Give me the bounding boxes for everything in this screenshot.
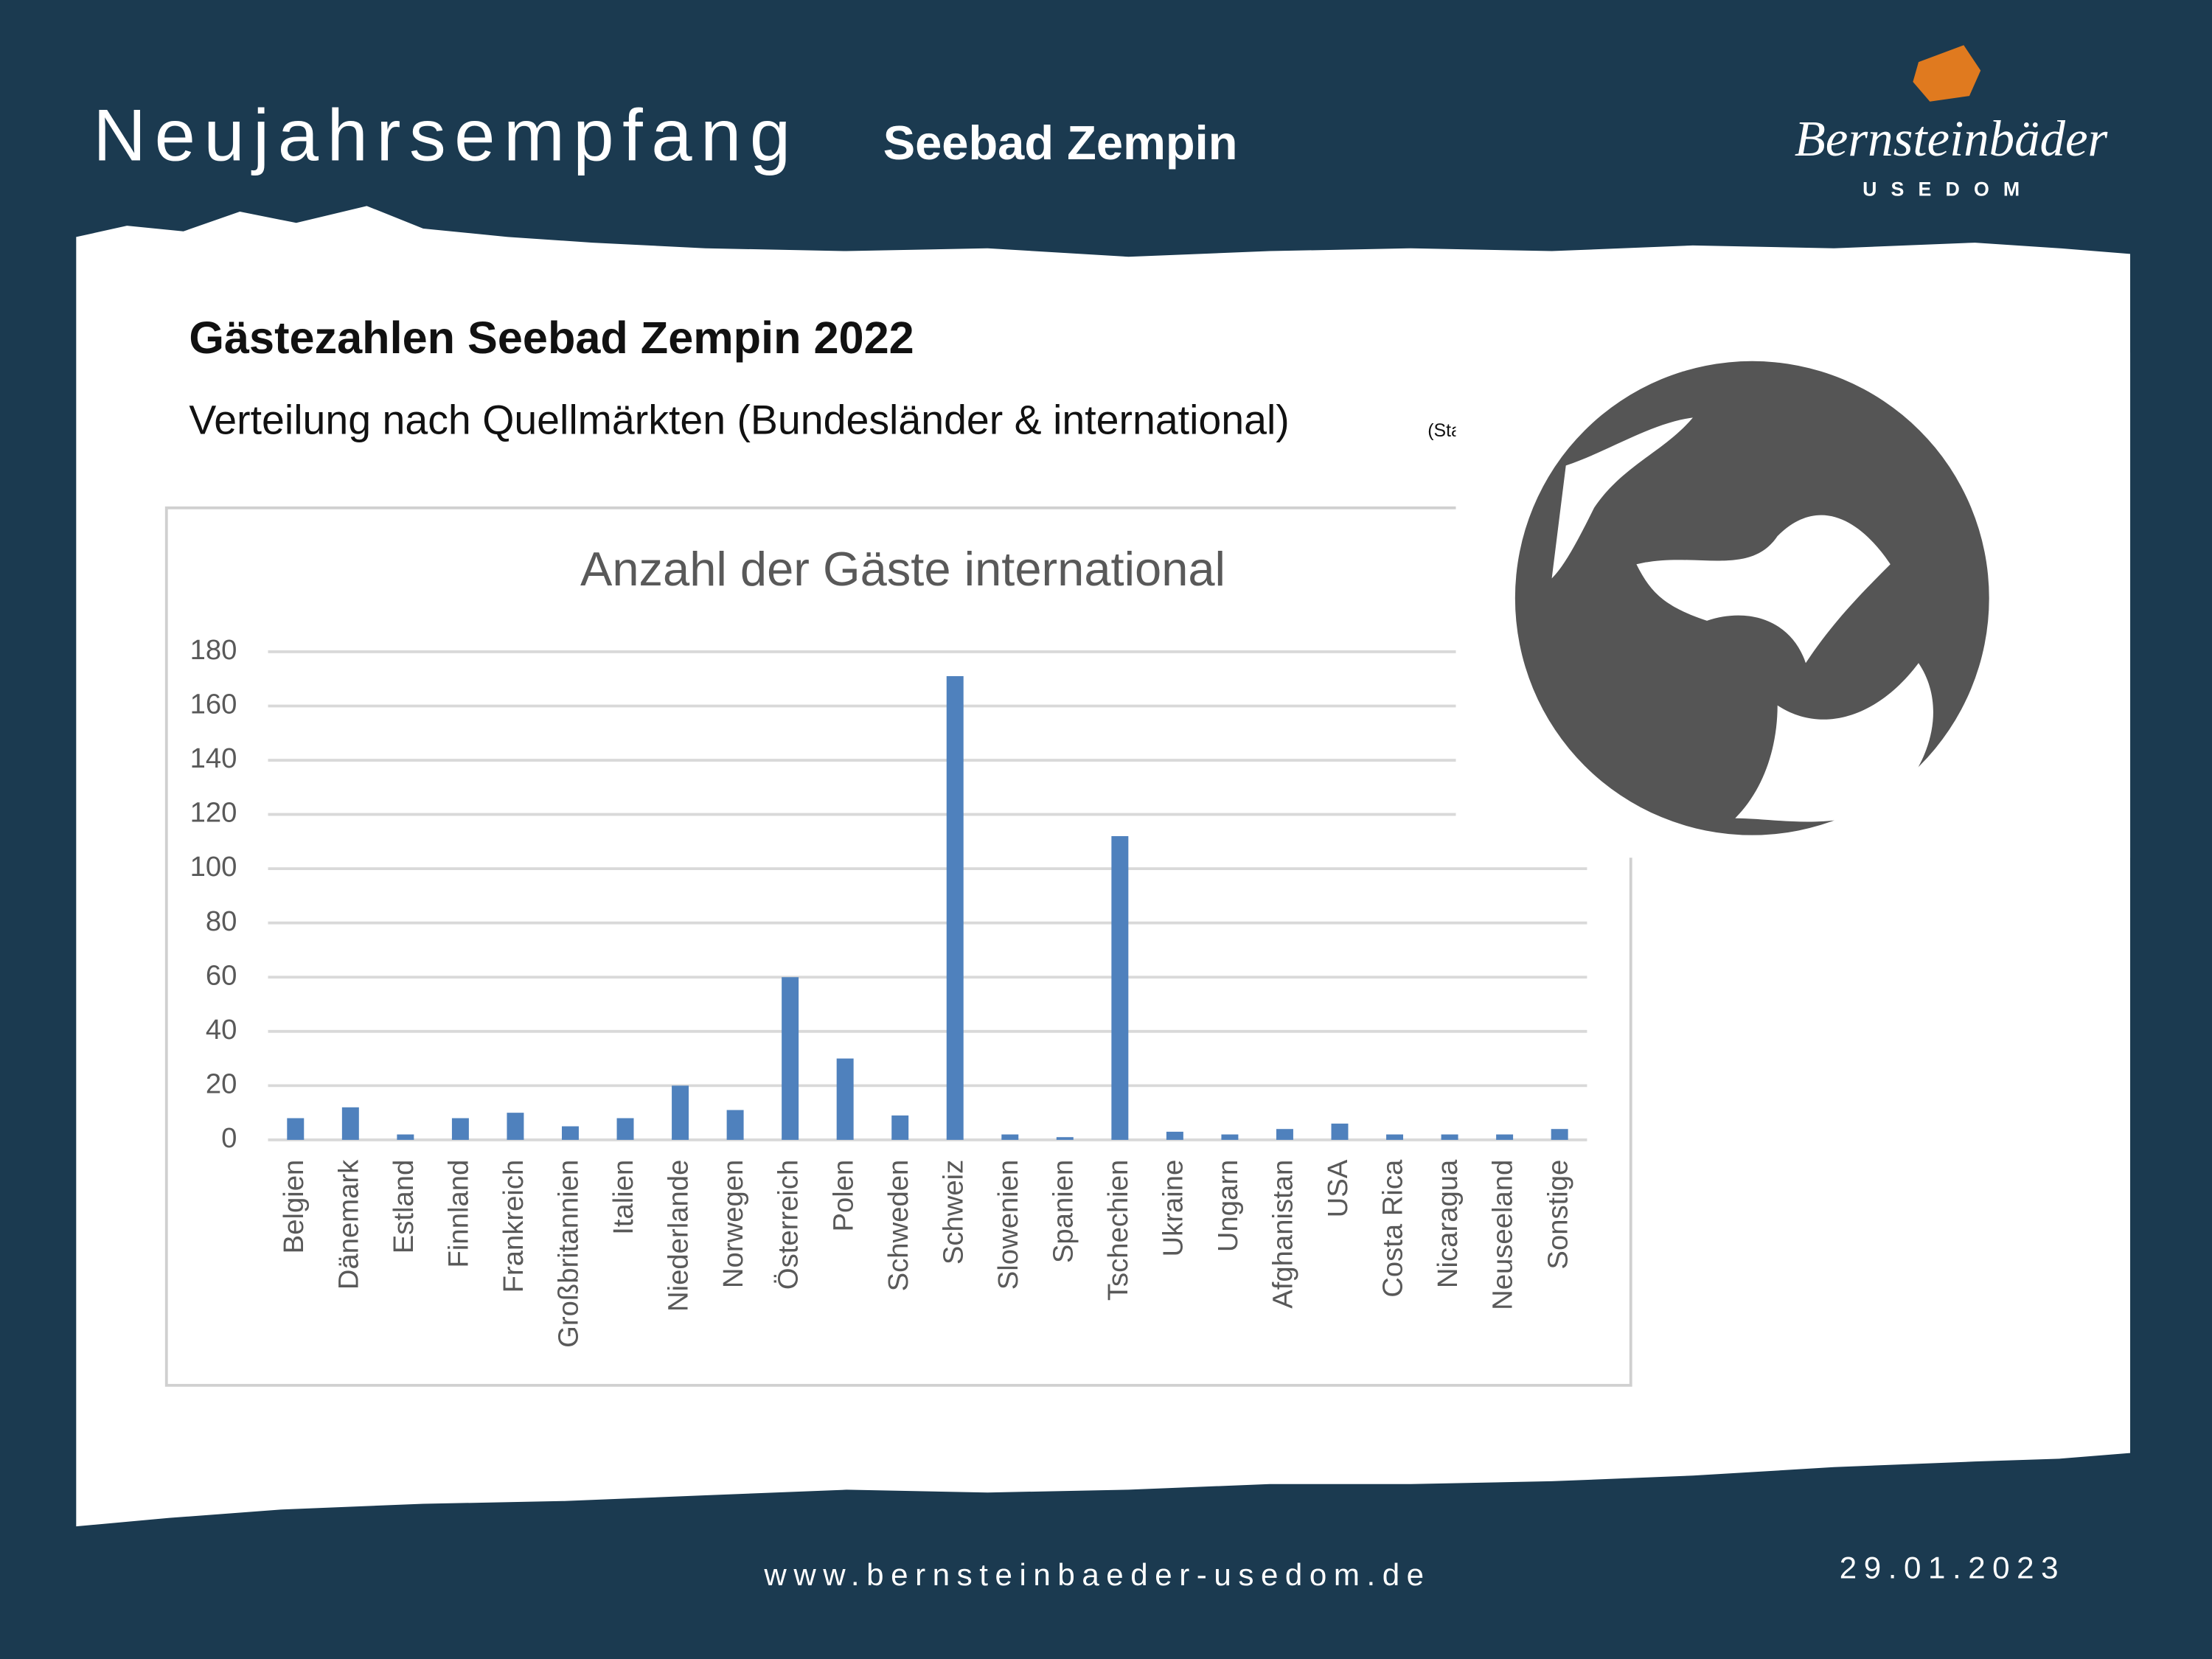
y-tick-label: 120 [190, 797, 237, 829]
x-tick-label: Belgien [278, 1160, 310, 1254]
header-subtitle: Seebad Zempin [883, 116, 1238, 170]
x-tick-label: Spanien [1047, 1160, 1079, 1263]
x-tick-label: Niederlande [663, 1160, 695, 1312]
bar [891, 1115, 909, 1140]
y-tick-label: 140 [190, 742, 237, 774]
chart-title: Anzahl der Gäste international [580, 542, 1225, 596]
logo-name: Bernsteinbäder [1795, 111, 2108, 167]
bar [1551, 1129, 1568, 1140]
bar [1331, 1123, 1349, 1140]
bar [397, 1134, 414, 1140]
y-tick-label: 20 [206, 1068, 237, 1099]
bar [946, 676, 964, 1140]
bar [1166, 1131, 1183, 1140]
y-tick-label: 60 [206, 959, 237, 991]
bar [451, 1118, 469, 1140]
slide-note: (Sta [1427, 420, 1461, 441]
bar [1276, 1129, 1293, 1140]
x-tick-label: Norwegen [717, 1160, 749, 1288]
x-tick-label: Estland [388, 1160, 420, 1254]
x-tick-label: Neuseeland [1487, 1160, 1519, 1310]
x-tick-label: Nicaragua [1432, 1159, 1464, 1288]
bar [341, 1107, 359, 1140]
x-tick-label: Polen [827, 1160, 859, 1232]
y-tick-label: 180 [190, 634, 237, 666]
x-tick-label: Ungarn [1212, 1160, 1244, 1252]
slide-heading: Gästezahlen Seebad Zempin 2022 [189, 313, 914, 363]
x-tick-label: Schweiz [937, 1160, 969, 1265]
bar [1111, 836, 1129, 1140]
bar [1221, 1134, 1239, 1140]
x-tick-label: Costa Rica [1377, 1159, 1409, 1298]
y-tick-label: 80 [206, 905, 237, 937]
x-tick-label: Finnland [443, 1160, 475, 1268]
bar [507, 1113, 524, 1140]
bar [1496, 1134, 1514, 1140]
bar [782, 977, 799, 1140]
footer-url: www.bernsteinbaeder-usedom.de [763, 1557, 1430, 1592]
bar [616, 1118, 634, 1140]
bar [1056, 1137, 1074, 1140]
bar [726, 1110, 744, 1140]
header-title: Neujahrsempfang [93, 95, 799, 177]
bar [672, 1085, 689, 1140]
y-tick-label: 100 [190, 851, 237, 883]
x-tick-label: USA [1322, 1159, 1354, 1217]
x-tick-label: Ukraine [1158, 1160, 1189, 1257]
x-tick-label: Sonstige [1542, 1160, 1573, 1270]
x-tick-label: Dänemark [333, 1159, 364, 1290]
amber-logo [1913, 45, 1981, 102]
y-tick-label: 0 [221, 1122, 237, 1154]
bar [561, 1126, 579, 1140]
x-tick-label: Tschechien [1102, 1160, 1134, 1301]
logo-place: USEDOM [1863, 178, 2034, 200]
x-tick-label: Großbritannien [553, 1160, 585, 1348]
x-tick-label: Afghanistan [1267, 1160, 1299, 1309]
x-tick-label: Österreich [773, 1160, 804, 1290]
bar [1386, 1134, 1404, 1140]
bar [1001, 1134, 1019, 1140]
plot: 0 20 40 60 80 100 120 140 160 180 Belgien Dänemark E… [190, 634, 1587, 1348]
bar [836, 1058, 854, 1140]
footer-date: 29.01.2023 [1840, 1551, 2065, 1585]
chart-frame [164, 506, 1632, 1387]
y-tick-label: 40 [206, 1014, 237, 1046]
y-tick-label: 160 [190, 689, 237, 720]
bar [1441, 1134, 1458, 1140]
slide-description: Verteilung nach Quellmärkten (Bundesländ… [189, 397, 1289, 443]
bar [287, 1118, 305, 1140]
x-tick-label: Frankreich [498, 1160, 529, 1293]
x-tick-label: Italien [608, 1160, 639, 1235]
x-tick-label: Slowenien [992, 1160, 1024, 1290]
globe [1514, 361, 1989, 835]
x-tick-label: Schweden [883, 1160, 914, 1292]
